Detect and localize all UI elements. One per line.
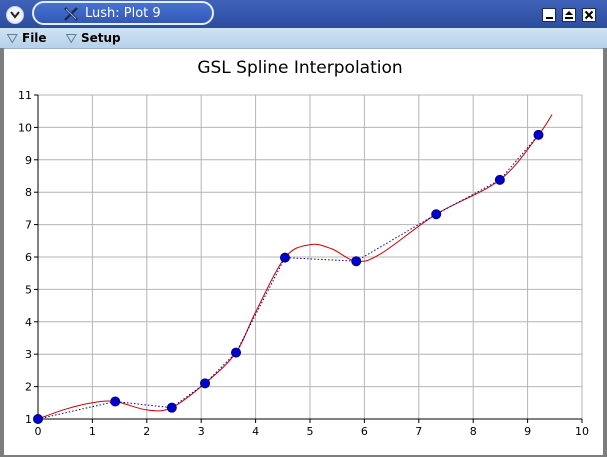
x-tick-labels: 0 1 2 3 4 5 6 7 8 9 10 <box>35 425 590 438</box>
y-tick-label: 1 <box>25 413 32 426</box>
x-tick-label: 10 <box>575 425 589 438</box>
linear-interpolation-line <box>38 135 539 419</box>
y-tick-label: 9 <box>25 154 32 167</box>
data-point <box>167 403 176 412</box>
x-tick-label: 8 <box>470 425 477 438</box>
menu-file-label: File <box>22 30 47 46</box>
x-tick-label: 9 <box>524 425 531 438</box>
maximize-button[interactable] <box>562 8 576 22</box>
plot-canvas: GSL Spline Interpolation 0 1 2 3 4 5 6 7 8 9 10 12… <box>4 48 603 455</box>
lush-app-icon <box>63 6 79 22</box>
y-tick-label: 7 <box>25 219 32 232</box>
menu-setup[interactable]: Setup <box>66 30 126 46</box>
y-tick-label: 10 <box>18 121 32 134</box>
x-tick-label: 1 <box>89 425 96 438</box>
y-tick-label: 8 <box>25 186 32 199</box>
data-point <box>280 253 289 262</box>
data-point <box>432 210 441 219</box>
close-button[interactable] <box>582 8 596 22</box>
data-point <box>534 130 543 139</box>
y-tick-label: 3 <box>25 348 32 361</box>
x-tick-label: 2 <box>143 425 150 438</box>
title-bar[interactable]: Lush: Plot 9 <box>0 0 607 28</box>
data-point <box>352 257 361 266</box>
data-point <box>111 397 120 406</box>
x-tick-label: 4 <box>252 425 259 438</box>
data-point <box>495 175 504 184</box>
maximize-icon <box>564 10 574 20</box>
grid-lines <box>38 95 582 419</box>
y-tick-label: 4 <box>25 316 32 329</box>
y-tick-labels: 1 2 3 4 5 6 7 8 9 10 11 <box>18 89 32 426</box>
minimize-icon <box>544 10 554 20</box>
y-tick-label: 6 <box>25 251 32 264</box>
menu-setup-label: Setup <box>81 30 121 46</box>
series-layer <box>34 114 553 423</box>
menu-bar: File Setup <box>0 28 607 49</box>
y-tick-label: 2 <box>25 381 32 394</box>
title-pill[interactable]: Lush: Plot 9 <box>32 1 214 25</box>
triangle-down-icon <box>7 34 18 43</box>
window-title: Lush: Plot 9 <box>85 5 161 23</box>
minimize-button[interactable] <box>542 8 556 22</box>
triangle-down-icon <box>66 34 77 43</box>
close-icon <box>584 10 594 20</box>
x-tick-label: 3 <box>198 425 205 438</box>
chart-title: GSL Spline Interpolation <box>197 58 402 78</box>
x-tick-label: 0 <box>35 425 42 438</box>
menu-file[interactable]: File <box>7 30 52 46</box>
data-point <box>232 348 241 357</box>
x-tick-label: 6 <box>361 425 368 438</box>
chevron-down-icon <box>10 11 20 19</box>
data-point <box>34 415 43 424</box>
y-tick-label: 5 <box>25 283 32 296</box>
window-menu-button[interactable] <box>6 6 24 24</box>
data-point <box>201 379 210 388</box>
window-frame-right <box>603 48 607 457</box>
x-tick-label: 7 <box>415 425 422 438</box>
y-tick-label: 11 <box>18 89 32 102</box>
x-tick-label: 5 <box>307 425 314 438</box>
